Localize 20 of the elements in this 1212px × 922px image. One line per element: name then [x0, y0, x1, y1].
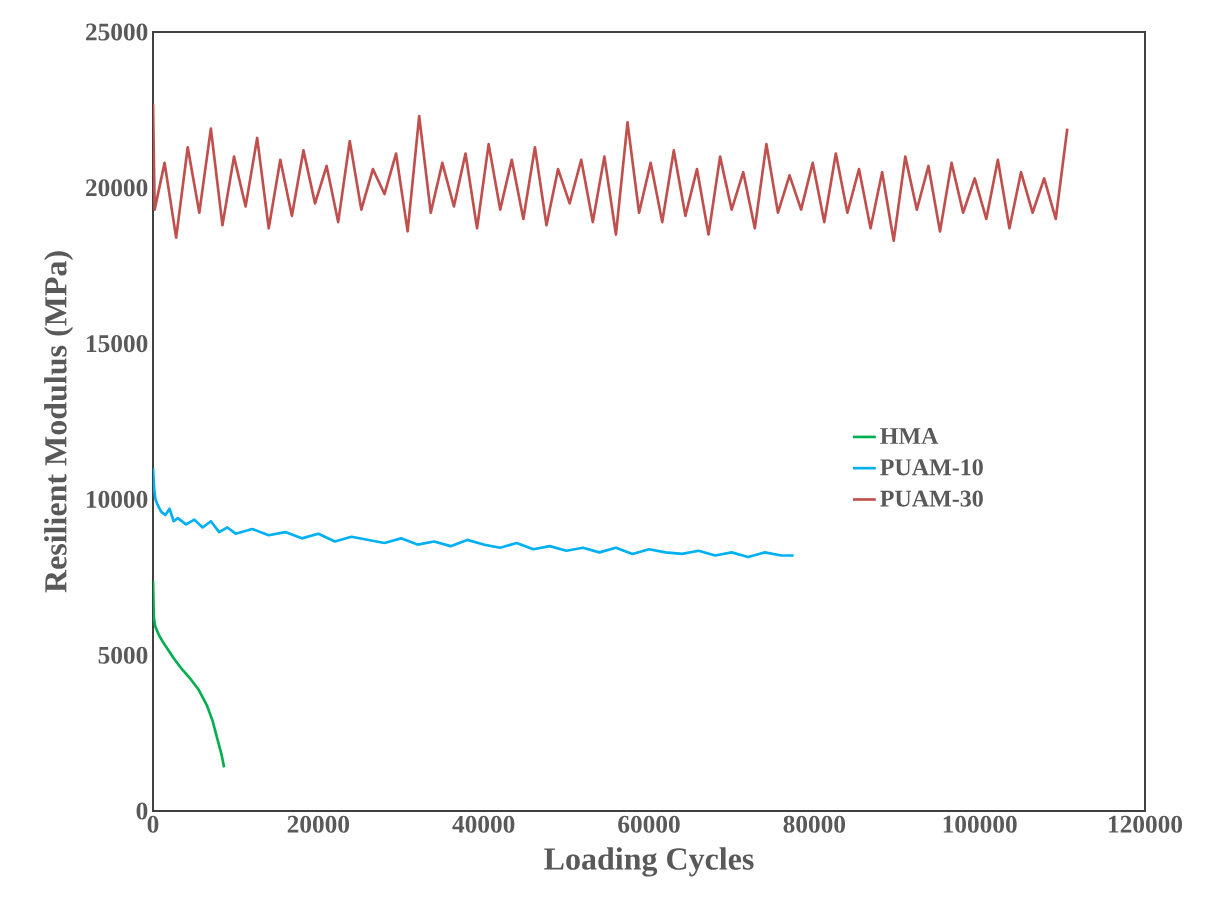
x-tick-label: 80000 — [783, 815, 846, 833]
legend-label: PUAM-30 — [880, 490, 983, 507]
y-tick-label: 0 — [136, 802, 148, 820]
x-tick-label: 40000 — [452, 815, 515, 833]
x-tick-label: 20000 — [287, 815, 350, 833]
legend-label: PUAM-10 — [880, 459, 983, 476]
x-tick-label: 120000 — [1109, 815, 1183, 833]
y-tick-label: 25000 — [86, 23, 148, 41]
line-series — [153, 102, 1069, 243]
y-tick-label: 5000 — [98, 646, 148, 664]
y-tick-label: 15000 — [86, 335, 148, 353]
x-tick-label: 60000 — [618, 815, 680, 833]
legend-label: HMA — [880, 428, 939, 444]
x-axis-title: Loading Cycles — [544, 847, 754, 877]
y-tick-label: 10000 — [86, 490, 148, 508]
x-tick-label: 0 — [147, 815, 159, 833]
y-axis-title: Resilient Modulus (MPa) — [44, 251, 74, 593]
x-tick-label: 100000 — [943, 815, 1017, 833]
line-series — [153, 579, 226, 769]
y-tick-label: 20000 — [86, 179, 148, 197]
